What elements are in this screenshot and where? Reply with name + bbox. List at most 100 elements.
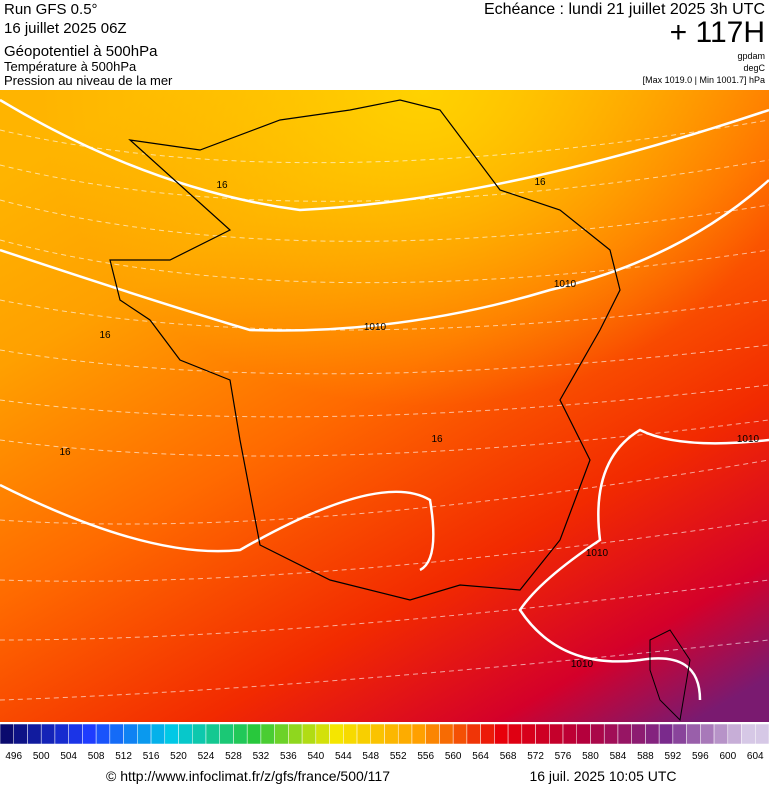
legend-tick-label: 548 (362, 751, 379, 762)
legend-tick-label: 524 (198, 751, 215, 762)
color-swatch (576, 723, 591, 745)
color-swatch (645, 723, 660, 745)
color-swatch (727, 723, 742, 745)
header: Run GFS 0.5° 16 juillet 2025 06Z Géopote… (4, 1, 766, 88)
color-swatch (686, 723, 701, 745)
contour-label: 1010 (364, 322, 387, 333)
color-swatch (494, 723, 509, 745)
field: Géopotentiel à 500hPa (4, 43, 158, 60)
color-swatch (82, 723, 97, 745)
color-swatch (617, 723, 632, 745)
legend-tick-label: 528 (225, 751, 242, 762)
color-swatch (260, 723, 275, 745)
geopotential-lines (0, 119, 769, 701)
color-swatch (343, 723, 358, 745)
color-swatch (356, 723, 372, 745)
legend-tick-label: 544 (335, 751, 352, 762)
contour-label: 1010 (737, 434, 760, 445)
field-background (0, 90, 769, 722)
color-swatch (672, 723, 687, 745)
unit: degC (743, 63, 765, 73)
color-swatch (205, 723, 220, 745)
color-swatch (68, 723, 83, 745)
color-swatch (192, 723, 207, 745)
color-swatch (301, 723, 317, 745)
color-swatch (755, 723, 769, 745)
color-swatch (274, 723, 289, 745)
color-swatch (0, 723, 14, 745)
color-swatch (631, 723, 646, 745)
color-swatch (603, 723, 619, 745)
color-swatch (219, 723, 234, 745)
legend-tick-label: 508 (88, 751, 105, 762)
legend-tick-label: 572 (527, 751, 544, 762)
contour-label: 16 (59, 447, 71, 458)
legend-tick-label: 588 (637, 751, 654, 762)
contour-label: 1010 (554, 279, 577, 290)
contour-label: 16 (534, 177, 546, 188)
color-swatch (370, 723, 385, 745)
pressure-range: [Max 1019.0 | Min 1001.7] hPa (643, 75, 765, 85)
isobars (0, 98, 769, 701)
legend-tick-label: 516 (143, 751, 160, 762)
legend-tick-label: 496 (5, 751, 22, 762)
color-swatch (466, 723, 481, 745)
legend-tick-label: 512 (115, 751, 132, 762)
color-swatch (123, 723, 138, 745)
color-swatch (384, 723, 399, 745)
contour-label: 16 (99, 330, 111, 341)
color-swatch (425, 723, 440, 745)
legend-tick-label: 504 (60, 751, 77, 762)
legend-tick-label: 596 (692, 751, 709, 762)
field: Température à 500hPa (4, 59, 137, 74)
color-swatch (95, 723, 111, 745)
contour-label: 16 (216, 180, 228, 191)
contour-label: 1010 (571, 659, 594, 670)
color-swatch (13, 723, 28, 745)
color-swatch (246, 723, 262, 745)
legend-tick-label: 552 (390, 751, 407, 762)
legend-tick-label: 540 (307, 751, 324, 762)
color-swatch (164, 723, 179, 745)
color-swatch (411, 723, 426, 745)
legend-tick-label: 568 (500, 751, 517, 762)
color-swatch (562, 723, 578, 745)
color-swatch (150, 723, 166, 745)
run-date: 16 juillet 2025 06Z (4, 20, 127, 37)
legend-tick-label: 592 (665, 751, 682, 762)
valid-time: Echéance : lundi 21 juillet 2025 3h UTC (484, 1, 765, 18)
color-swatch (480, 723, 495, 745)
legend-tick-label: 560 (445, 751, 462, 762)
legend-tick-label: 580 (582, 751, 599, 762)
legend-tick-label: 600 (719, 751, 736, 762)
legend-tick-label: 604 (747, 751, 764, 762)
color-swatch (452, 723, 468, 745)
legend-tick-label: 556 (417, 751, 434, 762)
color-swatch (109, 723, 124, 745)
lead-time: + 117H (670, 16, 765, 49)
color-swatch (288, 723, 303, 745)
coastline (649, 629, 691, 722)
color-swatch (590, 723, 605, 745)
color-swatch (27, 723, 42, 745)
color-swatch (535, 723, 550, 745)
color-swatch (137, 723, 152, 745)
contour-label: 1010 (586, 548, 609, 559)
contour-label: 16 (431, 434, 443, 445)
coastline (109, 99, 621, 601)
color-swatch (40, 723, 56, 745)
color-swatch (233, 723, 248, 745)
color-swatch (521, 723, 536, 745)
unit: gpdam (737, 51, 765, 61)
color-swatch (54, 723, 69, 745)
legend-tick-label: 532 (253, 751, 270, 762)
color-swatch (507, 723, 523, 745)
color-swatch (713, 723, 729, 745)
legend-tick-label: 576 (555, 751, 572, 762)
legend-tick-label: 584 (610, 751, 627, 762)
legend-tick-label: 520 (170, 751, 187, 762)
color-swatch (397, 723, 413, 745)
color-swatch (658, 723, 674, 745)
timestamp: 16 juil. 2025 10:05 UTC (529, 768, 676, 784)
